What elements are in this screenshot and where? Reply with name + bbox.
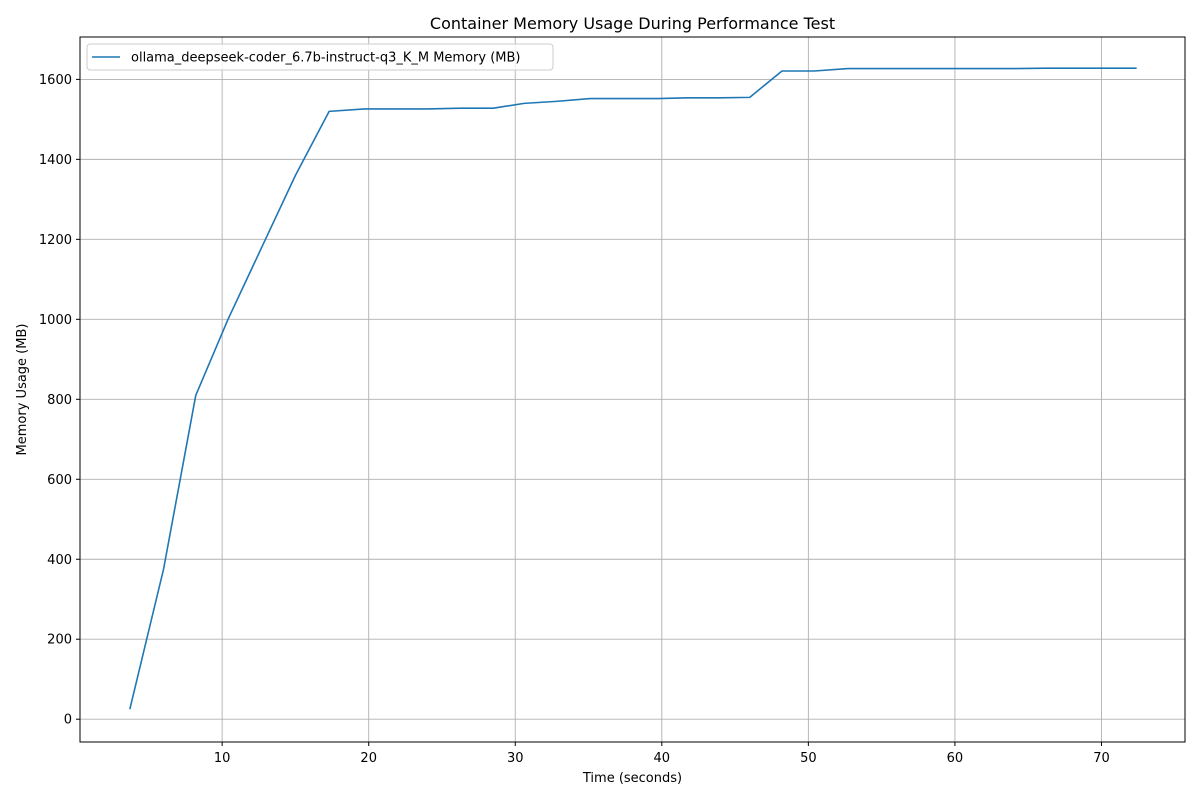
grid-layer (80, 37, 1185, 742)
legend-entry-label: ollama_deepseek-coder_6.7b-instruct-q3_K… (131, 51, 521, 66)
x-tick-label: 40 (654, 751, 671, 766)
series-layer (129, 67, 1137, 710)
y-tick-label: 0 (64, 713, 72, 728)
y-tick-label: 200 (47, 633, 72, 648)
x-tick-label: 20 (360, 751, 377, 766)
y-tick-label: 1400 (39, 153, 72, 168)
y-tick-label: 1200 (39, 233, 72, 248)
y-tick-label: 600 (47, 473, 72, 488)
x-tick-label: 30 (507, 751, 524, 766)
x-tick-label: 60 (947, 751, 964, 766)
memory-series-line (129, 67, 1137, 710)
x-axis-label: Time (seconds) (582, 771, 682, 786)
x-tick-label: 50 (800, 751, 817, 766)
legend-box (86, 43, 554, 71)
y-axis-label: Memory Usage (MB) (15, 324, 30, 456)
legend: ollama_deepseek-coder_6.7b-instruct-q3_K… (86, 43, 554, 71)
y-tick-label: 1600 (39, 73, 72, 88)
y-tick-label: 400 (47, 553, 72, 568)
chart-title: Container Memory Usage During Performanc… (430, 14, 835, 33)
x-tick-label: 70 (1093, 751, 1110, 766)
x-tick-label: 10 (214, 751, 231, 766)
plot-frame (79, 36, 1186, 743)
y-tick-label: 1000 (39, 313, 72, 328)
y-tick-label: 800 (47, 393, 72, 408)
tick-layer: 10 20 30 40 50 60 70 0 200 400 600 800 1000 1200 1400 1… (39, 73, 1110, 766)
